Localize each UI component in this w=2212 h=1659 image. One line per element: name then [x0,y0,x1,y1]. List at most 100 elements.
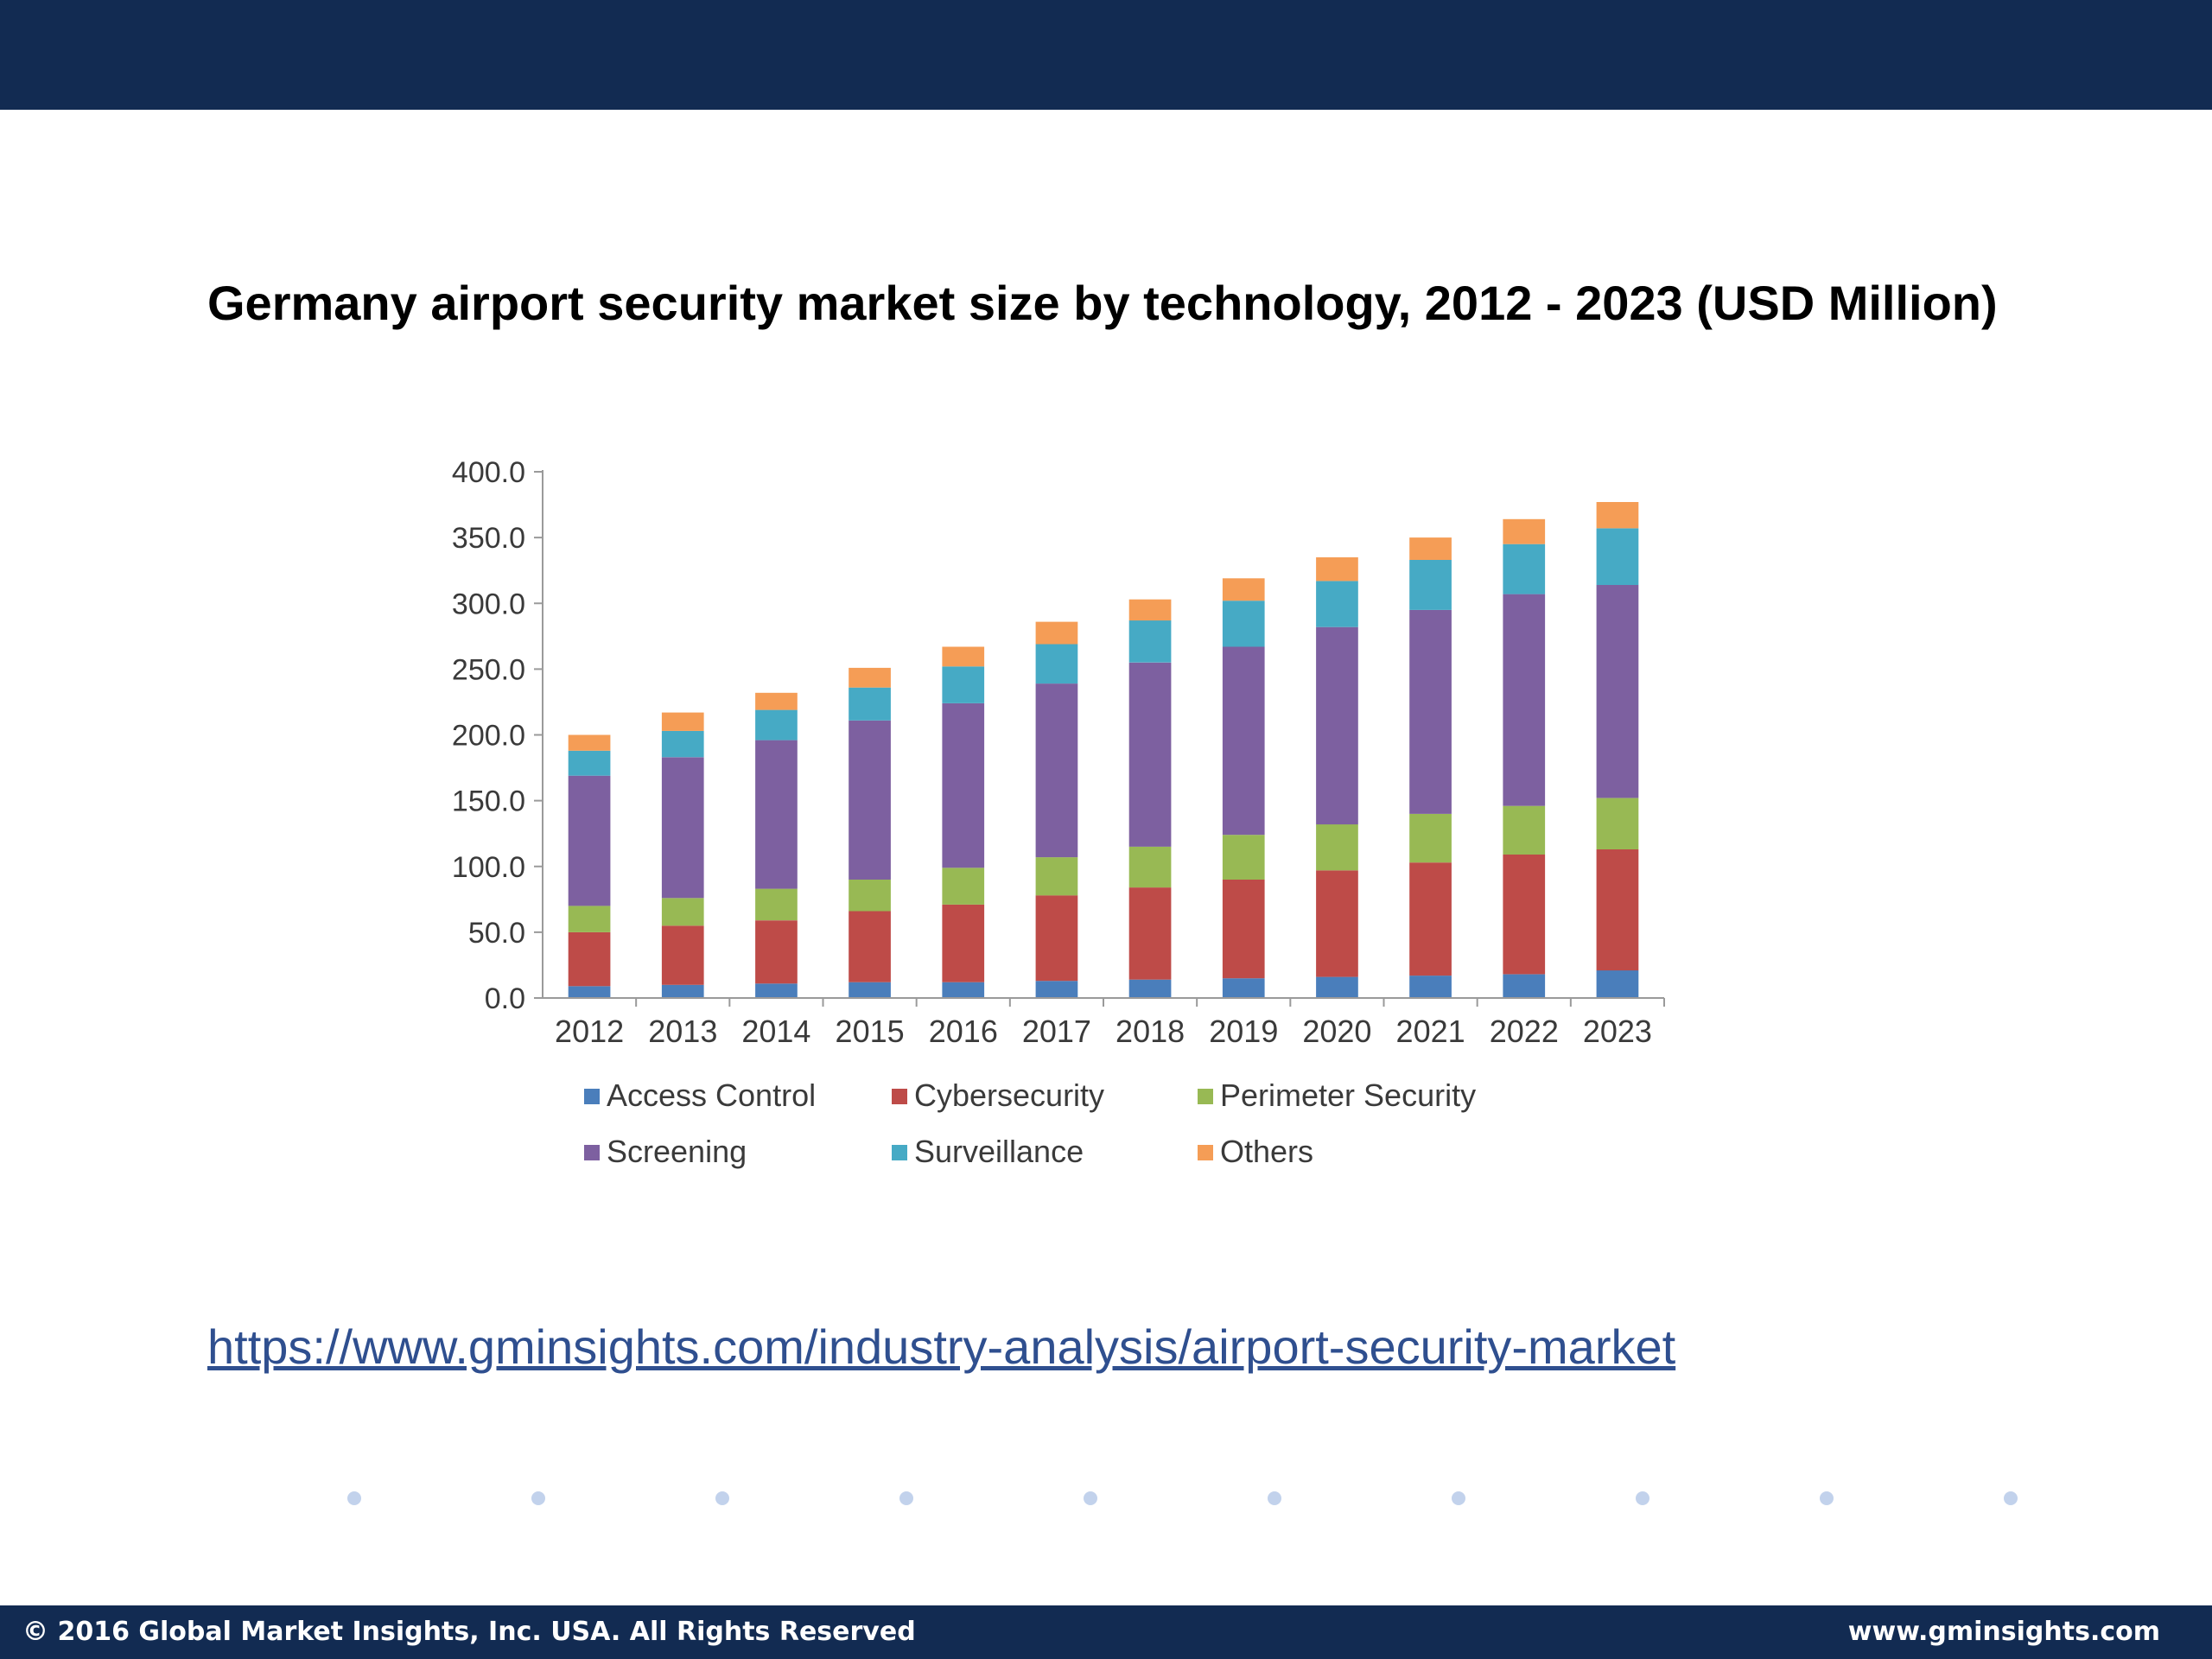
y-tick-label: 200.0 [452,720,525,753]
x-tick-label: 2012 [555,1014,624,1049]
x-tick-label: 2016 [929,1014,998,1049]
bar-perimeter-security-2020 [1316,824,1358,871]
bar-surveillance-2014 [755,709,798,741]
dot [531,1491,545,1505]
bar-perimeter-security-2019 [1222,835,1265,880]
bar-screening-2016 [942,703,985,868]
bar-access-control-2020 [1316,976,1358,998]
bar-surveillance-2018 [1128,620,1172,663]
bar-screening-2021 [1409,609,1452,814]
dot [347,1491,361,1505]
x-tick-label: 2021 [1396,1014,1465,1049]
dot [1636,1491,1649,1505]
bar-surveillance-2015 [849,687,891,721]
bar-others-2022 [1503,518,1546,544]
bar-others-2020 [1316,557,1358,582]
bar-surveillance-2021 [1409,560,1452,610]
bar-others-2017 [1035,621,1078,645]
y-tick-label: 0.0 [485,982,525,1015]
x-tick-label: 2013 [648,1014,717,1049]
bar-screening-2018 [1128,662,1172,847]
bar-surveillance-2016 [942,666,985,703]
bars [568,502,1639,998]
legend-label: Screening [607,1134,747,1169]
copyright-text: © 2016 Global Market Insights, Inc. USA.… [22,1617,916,1647]
bar-cybersecurity-2018 [1128,887,1172,980]
x-tick-label: 2018 [1116,1014,1185,1049]
dot [1084,1491,1097,1505]
bar-screening-2019 [1222,646,1265,836]
y-axis: 0.0 50.0 100.0 150.0 200.0 250.0 300.0 350.0 400… [452,456,543,1015]
x-tick-label: 2015 [836,1014,905,1049]
bar-access-control-2018 [1128,979,1172,998]
dot [715,1491,729,1505]
header-band [0,0,2212,110]
bar-perimeter-security-2015 [849,880,891,912]
bar-surveillance-2017 [1035,644,1078,684]
y-tick-label: 250.0 [452,653,525,686]
y-tick-label: 300.0 [452,588,525,620]
bar-perimeter-security-2023 [1596,798,1639,849]
legend-swatch [584,1089,600,1104]
bar-cybersecurity-2014 [755,920,798,984]
slide-title: Germany airport security market size by … [207,276,1998,330]
legend: Access Control Cybersecurity Perimeter Sec… [584,1077,1476,1169]
bar-screening-2012 [568,775,611,906]
bar-cybersecurity-2017 [1035,895,1078,982]
bar-cybersecurity-2021 [1409,862,1452,976]
dot [1820,1491,1834,1505]
bar-access-control-2012 [568,986,611,998]
bar-cybersecurity-2012 [568,931,611,987]
x-tick-label: 2023 [1583,1014,1652,1049]
bar-perimeter-security-2016 [942,868,985,905]
bar-perimeter-security-2017 [1035,857,1078,896]
bar-access-control-2023 [1596,970,1639,998]
legend-swatch [1198,1089,1213,1104]
y-tick-label: 350.0 [452,522,525,555]
legend-swatch [892,1089,907,1104]
legend-swatch [584,1145,600,1160]
legend-swatch [892,1145,907,1160]
bar-access-control-2013 [661,984,704,998]
bar-surveillance-2020 [1316,581,1358,627]
bar-others-2019 [1222,578,1265,601]
bar-screening-2022 [1503,594,1546,806]
y-tick-label: 400.0 [452,456,525,489]
bar-cybersecurity-2023 [1596,849,1639,971]
bar-screening-2023 [1596,584,1639,798]
legend-label: Surveillance [914,1134,1084,1169]
bar-access-control-2021 [1409,976,1452,998]
legend-label: Perimeter Security [1220,1077,1476,1113]
stacked-bar-chart: 0.0 50.0 100.0 150.0 200.0 250.0 300.0 350.0 400… [452,456,1665,1169]
bar-perimeter-security-2013 [661,898,704,926]
bar-perimeter-security-2022 [1503,805,1546,855]
bar-others-2021 [1409,537,1452,560]
dot [899,1491,913,1505]
footer-band: © 2016 Global Market Insights, Inc. USA.… [0,1605,2212,1659]
website-text: www.gminsights.com [1847,1617,2160,1647]
bar-perimeter-security-2021 [1409,813,1452,863]
bar-others-2018 [1128,599,1172,621]
bar-others-2023 [1596,502,1639,529]
legend-label: Cybersecurity [914,1077,1104,1113]
bar-others-2014 [755,692,798,710]
bar-cybersecurity-2015 [849,911,891,982]
source-link[interactable]: https://www.gminsights.com/industry-anal… [207,1319,1676,1374]
bar-cybersecurity-2020 [1316,870,1358,977]
bar-access-control-2019 [1222,978,1265,998]
bar-surveillance-2013 [661,730,704,758]
y-tick-label: 100.0 [452,851,525,884]
bar-cybersecurity-2022 [1503,855,1546,975]
bar-access-control-2017 [1035,981,1078,998]
dot [2004,1491,2018,1505]
bar-screening-2015 [849,720,891,880]
x-tick-label: 2017 [1022,1014,1091,1049]
bar-screening-2017 [1035,683,1078,858]
x-tick-label: 2020 [1302,1014,1371,1049]
bar-perimeter-security-2014 [755,888,798,921]
bar-screening-2014 [755,740,798,889]
bar-cybersecurity-2019 [1222,880,1265,979]
bar-others-2013 [661,712,704,731]
x-tick-label: 2019 [1209,1014,1278,1049]
x-axis: 2012 2013 2014 2015 2016 2017 2018 2019 2020 2021… [543,997,1665,1049]
